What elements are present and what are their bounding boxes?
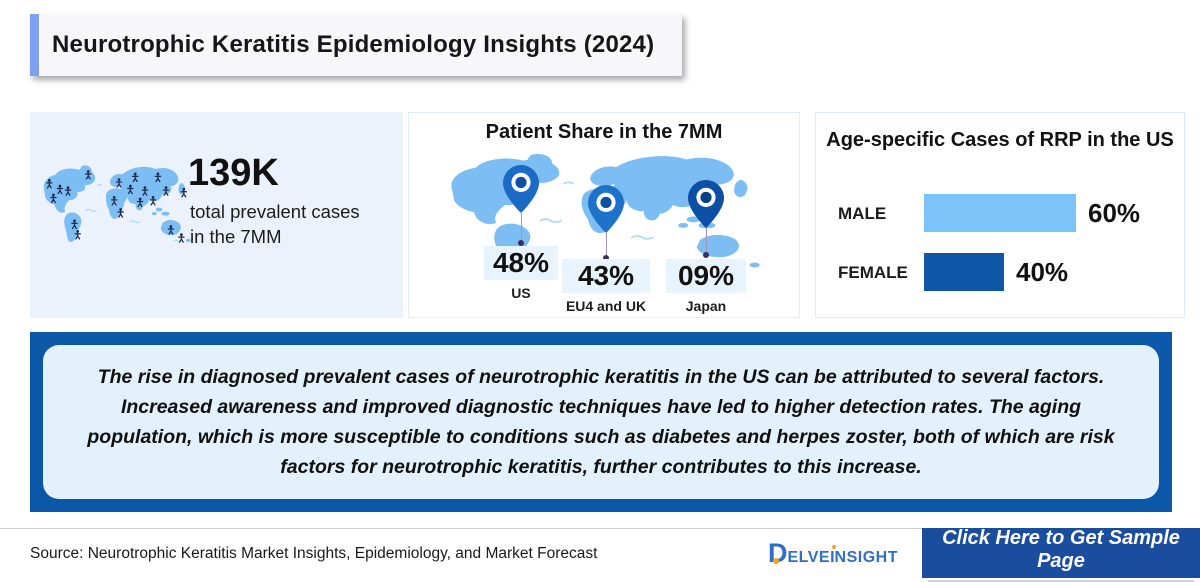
age-specific-title: Age-specific Cases of RRP in the US — [826, 129, 1174, 151]
map-pin-japan-icon — [688, 180, 724, 228]
pin-leader-line — [606, 233, 607, 255]
prevalent-cases-value: 139K — [188, 152, 279, 194]
person-icon — [178, 233, 185, 243]
delveinsight-logo: D ELVE I NSIGHT — [768, 540, 898, 567]
patient-share-title: Patient Share in the 7MM — [485, 121, 723, 143]
share-value-japan: 09% — [666, 259, 746, 293]
age-specific-panel: Age-specific Cases of RRP in the US MALE… — [815, 112, 1185, 318]
pin-leader-dot — [518, 240, 524, 246]
pin-leader-dot — [703, 252, 709, 258]
world-map-population-icon — [36, 154, 198, 243]
prevalence-panel: 139K total prevalent cases in the 7MM — [30, 112, 403, 318]
bar-label-male: MALE — [838, 204, 887, 223]
logo-text-nsight: NSIGHT — [834, 549, 898, 566]
share-value-eu: 43% — [562, 259, 650, 293]
prevalent-cases-label-line2: in the 7MM — [190, 225, 282, 247]
pin-leader-line — [521, 213, 522, 240]
page-title: Neurotrophic Keratitis Epidemiology Insi… — [52, 31, 655, 58]
share-label-us: US — [511, 285, 531, 301]
insight-callout-inner: The rise in diagnosed prevalent cases of… — [43, 345, 1159, 499]
share-value-us: 48% — [484, 246, 558, 280]
source-text: Source: Neurotrophic Keratitis Market In… — [30, 544, 598, 562]
bar-label-female: FEMALE — [838, 263, 908, 282]
pin-leader-dot — [603, 255, 609, 261]
share-label-japan: Japan — [685, 298, 727, 314]
logo-letter-d: D — [767, 538, 788, 568]
pin-leader-line — [706, 228, 707, 252]
prevalent-cases-label-line1: total prevalent cases — [190, 201, 360, 222]
footer: Source: Neurotrophic Keratitis Market In… — [0, 527, 1200, 582]
share-label-eu: EU4 and UK — [565, 298, 647, 314]
footer-left: Source: Neurotrophic Keratitis Market In… — [0, 528, 922, 578]
bar-male — [924, 194, 1076, 232]
get-sample-page-button[interactable]: Click Here to Get Sample Page — [922, 527, 1200, 582]
bar-value-female: 40% — [1016, 257, 1069, 287]
prevalent-cases-label: total prevalent cases in the 7MM — [190, 200, 360, 250]
insight-text: The rise in diagnosed prevalent cases of… — [87, 365, 1115, 479]
get-sample-page-label: Click Here to Get Sample Page — [928, 525, 1194, 582]
map-pin-eu-icon — [588, 185, 624, 233]
logo-text-elve: ELVE — [787, 549, 831, 566]
logo-letter-i: I — [830, 545, 837, 566]
title-card: Neurotrophic Keratitis Epidemiology Insi… — [30, 14, 682, 76]
patient-share-panel: Patient Share in the 7MM 48% 43% 09% US … — [408, 112, 800, 318]
title-accent-bar — [30, 14, 39, 76]
insight-callout: The rise in diagnosed prevalent cases of… — [30, 332, 1172, 512]
bar-female — [924, 253, 1004, 291]
bar-value-male: 60% — [1088, 198, 1141, 228]
map-pin-us-icon — [503, 165, 539, 213]
